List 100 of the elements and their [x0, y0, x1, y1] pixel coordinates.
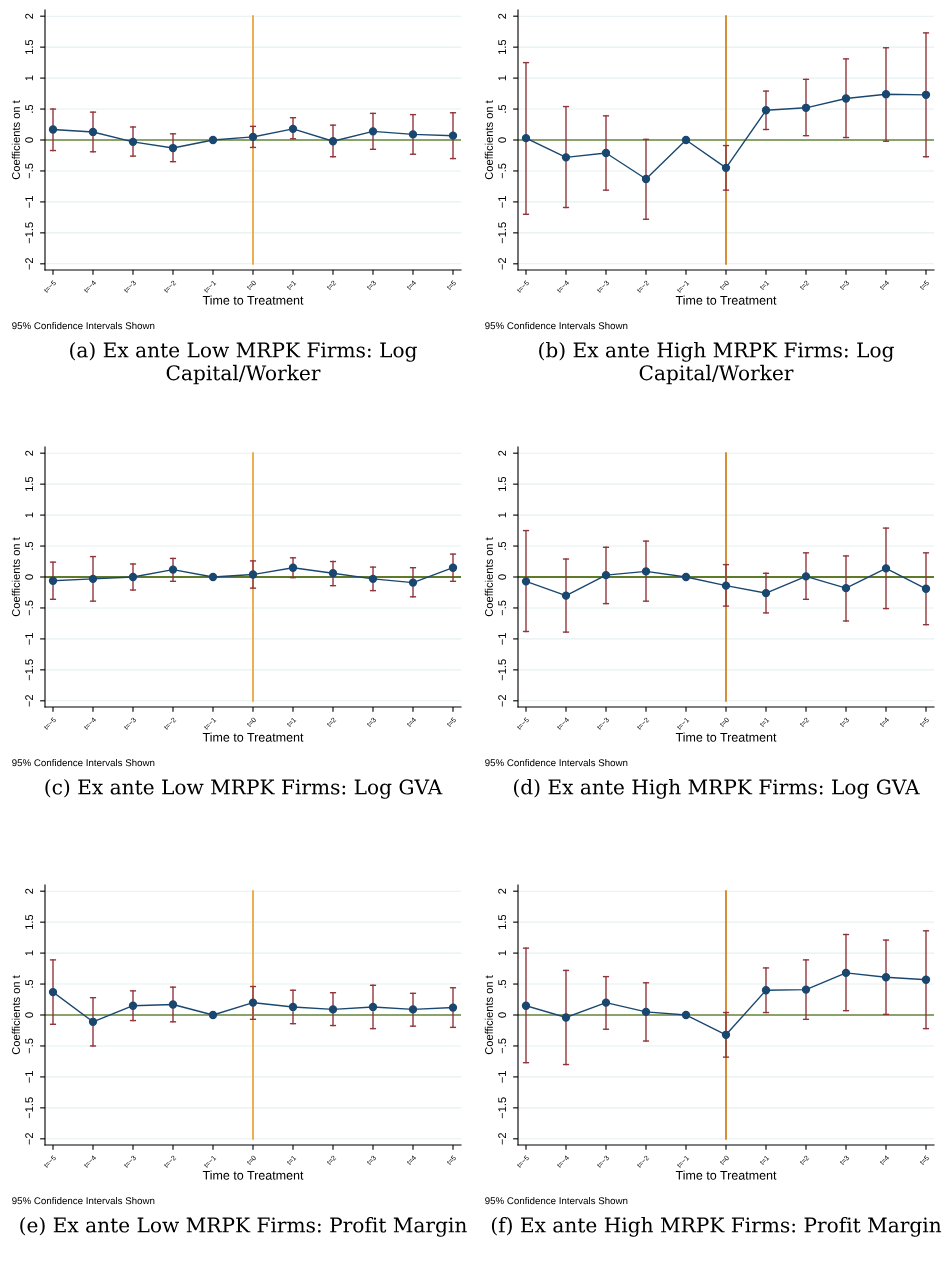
y-axis-title: Coefficients on t — [484, 100, 493, 180]
point — [641, 1007, 651, 1017]
text: 95% Confidence Intervals Shown — [485, 759, 628, 767]
point — [721, 1030, 731, 1039]
x-axis-title: Time to Treatment — [675, 1170, 777, 1180]
point — [288, 1002, 298, 1012]
x-axis-title: Time to Treatment — [202, 295, 304, 305]
point — [921, 90, 931, 99]
point — [288, 563, 298, 572]
y-tick-label: 1 — [25, 950, 33, 956]
point — [681, 135, 691, 145]
point — [641, 567, 651, 576]
point — [521, 577, 531, 586]
point — [681, 1010, 691, 1020]
y-tick-label: −.5 — [25, 1038, 34, 1054]
point — [168, 1000, 178, 1009]
y-tick-label: 2 — [498, 888, 506, 894]
y-tick-label: −.5 — [498, 163, 507, 179]
y-tick-label: −1.5 — [498, 1097, 507, 1119]
y-tick-label: .5 — [498, 979, 507, 988]
point — [801, 103, 811, 112]
y-tick-label: −1.5 — [498, 222, 507, 244]
y-tick-label: 1 — [498, 512, 506, 518]
y-tick-label: 0 — [498, 574, 507, 580]
y-tick-label: −.5 — [25, 600, 34, 616]
point — [521, 133, 531, 143]
point — [801, 985, 811, 994]
y-tick-label: .5 — [498, 541, 507, 550]
point — [368, 1002, 378, 1012]
point — [881, 973, 891, 982]
y-tick-label: 2 — [25, 13, 33, 19]
y-axis-title: Coefficients on t — [11, 100, 20, 180]
point — [601, 570, 611, 580]
text: 95% Confidence Intervals Shown — [485, 1197, 628, 1205]
point — [641, 174, 651, 184]
point — [921, 975, 931, 984]
y-tick-label: 1 — [25, 75, 33, 81]
y-tick-label: 0 — [498, 1012, 507, 1018]
y-tick-label: 1 — [25, 512, 33, 518]
y-tick-label: −2 — [25, 1133, 33, 1145]
y-tick-label: 1.5 — [498, 39, 507, 55]
point — [168, 143, 178, 153]
point — [801, 572, 811, 581]
point — [88, 574, 98, 584]
point — [881, 564, 891, 573]
text: (b) Ex ante High MRPK Firms: Log Capital/Worker — [539, 342, 894, 385]
point — [128, 1001, 138, 1010]
y-tick-label: −1 — [498, 196, 506, 208]
point — [208, 572, 218, 582]
point — [88, 1017, 98, 1026]
y-tick-label: −1.5 — [25, 659, 34, 681]
text: (c) Ex ante Low MRPK Firms: Log GVA — [45, 779, 443, 799]
y-tick-label: 2 — [25, 450, 33, 456]
point — [408, 578, 418, 587]
point — [448, 563, 458, 572]
point — [208, 1010, 218, 1020]
y-axis-title: Coefficients on t — [11, 537, 20, 617]
text: (e) Ex ante Low MRPK Firms: Profit Margin — [20, 1217, 467, 1237]
point — [681, 572, 691, 582]
y-tick-label: −2 — [498, 258, 506, 270]
point — [248, 570, 258, 579]
y-tick-label: 1.5 — [25, 914, 34, 930]
y-tick-label: −2 — [25, 258, 33, 270]
text: (d) Ex ante High MRPK Firms: Log GVA — [514, 779, 920, 799]
y-axis-title: Coefficients on t — [484, 975, 493, 1055]
y-tick-label: −1 — [498, 1071, 506, 1083]
y-tick-label: 1.5 — [25, 39, 34, 55]
y-axis-title: Coefficients on t — [484, 537, 493, 617]
point — [761, 588, 771, 598]
y-tick-label: .5 — [25, 104, 34, 113]
point — [208, 135, 218, 145]
point — [408, 130, 418, 139]
y-tick-label: 1.5 — [498, 914, 507, 930]
y-tick-label: .5 — [498, 104, 507, 113]
point — [328, 1005, 338, 1014]
y-tick-label: −2 — [25, 695, 33, 707]
point — [761, 106, 771, 115]
y-tick-label: −1 — [25, 196, 33, 208]
point — [368, 127, 378, 136]
point — [328, 137, 338, 146]
text: 95% Confidence Intervals Shown — [12, 759, 155, 767]
y-tick-label: −1 — [25, 633, 33, 645]
y-tick-label: −1.5 — [25, 1097, 34, 1119]
point — [128, 572, 138, 582]
text: (f) Ex ante High MRPK Firms: Profit Margin — [491, 1217, 942, 1237]
point — [841, 968, 851, 978]
point — [721, 163, 731, 173]
x-axis-title: Time to Treatment — [202, 732, 304, 742]
point — [128, 137, 138, 147]
point — [248, 998, 258, 1007]
y-tick-label: −.5 — [498, 1038, 507, 1054]
point — [561, 591, 571, 600]
y-tick-label: 0 — [25, 137, 34, 143]
text: 95% Confidence Intervals Shown — [12, 1197, 155, 1205]
y-tick-label: 0 — [25, 574, 34, 580]
y-tick-label: .5 — [25, 979, 34, 988]
y-tick-label: 1.5 — [25, 476, 34, 492]
y-tick-label: 1.5 — [498, 476, 507, 492]
point — [841, 583, 851, 593]
point — [48, 576, 58, 585]
